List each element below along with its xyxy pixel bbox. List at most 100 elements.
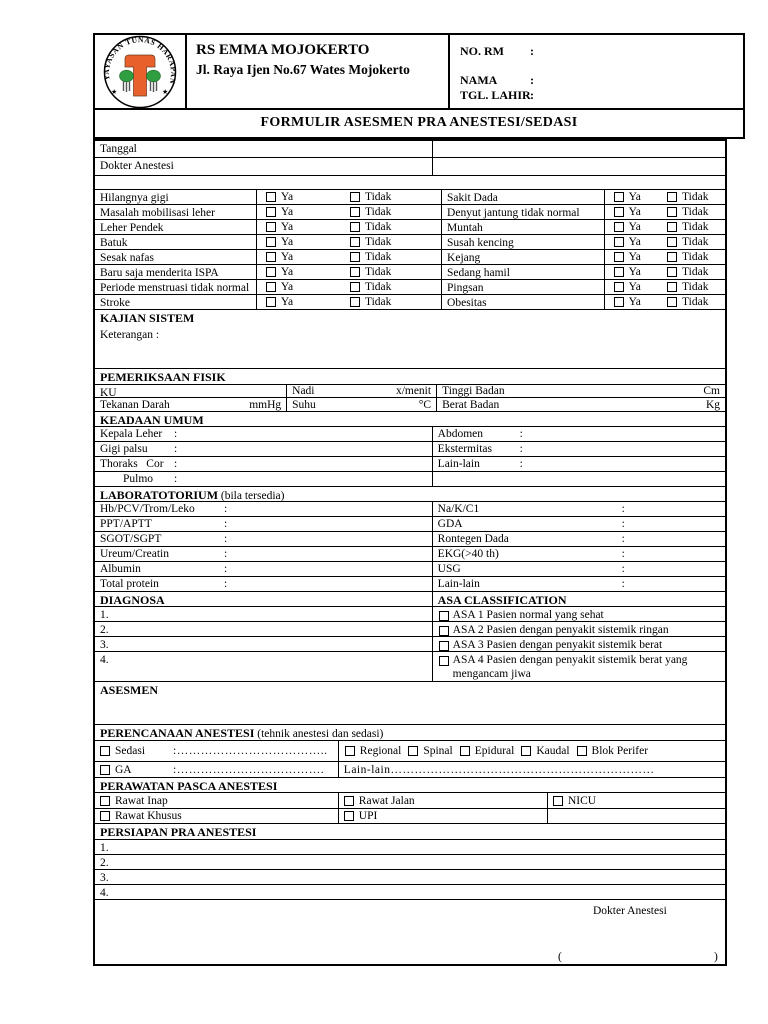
checkbox-icon[interactable] (667, 297, 678, 307)
diagnosa-line-3[interactable]: 3. (95, 637, 433, 651)
spinal-option: Spinal (423, 744, 453, 757)
checkbox-icon[interactable] (667, 192, 678, 202)
tinggi-badan-label: Tinggi Badan (442, 385, 505, 397)
persiapan-line-4[interactable]: 4. (100, 887, 109, 899)
lab-label: USG (437, 563, 461, 575)
persiapan-header: PERSIAPAN PRA ANESTESI (95, 824, 725, 840)
checkbox-icon[interactable] (349, 252, 360, 262)
persiapan-line-1[interactable]: 1. (100, 842, 109, 854)
checkbox-icon[interactable] (265, 237, 276, 247)
checkbox-icon[interactable] (613, 267, 624, 277)
diagnosa-line-2[interactable]: 2. (95, 622, 433, 636)
checkbox-icon[interactable] (438, 610, 449, 621)
persiapan-line-2[interactable]: 2. (100, 857, 109, 869)
section-title: LABORATOTORIUM (100, 488, 219, 501)
asa-4-option: ASA 4 Pasien dengan penyakit sistemik be… (452, 654, 688, 681)
checkbox-icon[interactable] (667, 282, 678, 292)
checkbox-icon[interactable] (343, 811, 354, 821)
keadaan-row: Thoraks Cor: Lain-lain: (95, 457, 725, 472)
checkbox-icon[interactable] (438, 625, 449, 636)
checkbox-icon[interactable] (438, 640, 449, 651)
persiapan-line-3[interactable]: 3. (100, 872, 109, 884)
sedasi-dotted-line[interactable]: :……………………………….. (173, 744, 328, 757)
perencanaan-row-2: GA:………………………………. Lain-lain……………………………………… (95, 762, 725, 778)
checkbox-icon[interactable] (552, 795, 563, 806)
nama-label: NAMA (460, 73, 498, 87)
checkbox-icon[interactable] (100, 746, 110, 756)
checkbox-icon[interactable] (613, 252, 624, 262)
keterangan-label: Keterangan : (100, 328, 160, 341)
lain-lain-dotted-line[interactable]: Lain-lain………………………………………………………… (343, 764, 655, 776)
no-rm-field[interactable] (534, 44, 733, 59)
checkbox-icon[interactable] (344, 745, 355, 756)
hospital-identity: RS EMMA MOJOKERTO Jl. Raya Ijen No.67 Wa… (187, 35, 450, 108)
tidak-label: Tidak (682, 206, 709, 218)
pf-row-2: Tekanan Darah mmHg Suhu °C Berat Badan Kg (95, 398, 725, 412)
checkbox-icon[interactable] (349, 222, 360, 232)
colon: : (174, 473, 178, 485)
checkbox-icon[interactable] (613, 222, 624, 232)
colon: : (224, 548, 228, 560)
checkbox-icon[interactable] (100, 811, 110, 821)
asa-3-option: ASA 3 Pasien dengan penyakit sistemik be… (452, 639, 663, 651)
checkbox-icon[interactable] (667, 207, 678, 217)
kaudal-option: Kaudal (536, 744, 570, 757)
tidak-label: Tidak (364, 251, 392, 263)
checkbox-icon[interactable] (667, 222, 678, 232)
checkbox-icon[interactable] (459, 745, 470, 756)
question-label: Periode menstruasi tidak normal (95, 280, 257, 294)
screening-row: Masalah mobilisasi leher Ya Tidak Denyut … (95, 205, 725, 220)
checkbox-icon[interactable] (349, 282, 360, 292)
diagnosa-line-1[interactable]: 1. (95, 607, 433, 621)
checkbox-icon[interactable] (265, 252, 276, 262)
checkbox-icon[interactable] (349, 207, 360, 217)
tidak-label: Tidak (682, 236, 709, 248)
checkbox-icon[interactable] (349, 192, 360, 202)
checkbox-icon[interactable] (343, 795, 354, 806)
logo-tree-left (119, 69, 134, 82)
upi-option: UPI (358, 810, 378, 822)
checkbox-icon[interactable] (667, 252, 678, 262)
tanggal-field[interactable] (433, 141, 725, 157)
checkbox-icon[interactable] (100, 764, 110, 775)
colon: : (621, 548, 625, 560)
keadaan-row: Pulmo: (95, 472, 725, 487)
checkbox-icon[interactable] (265, 192, 276, 202)
checkbox-icon[interactable] (613, 207, 624, 217)
checkbox-icon[interactable] (613, 282, 624, 292)
section-title: PERENCANAAN ANESTESI (100, 726, 255, 740)
checkbox-icon[interactable] (349, 237, 360, 247)
ya-label: Ya (628, 206, 641, 218)
ga-dotted-line[interactable]: :………………………………. (173, 763, 325, 776)
checkbox-icon[interactable] (613, 237, 624, 247)
checkbox-icon[interactable] (100, 795, 110, 806)
diagnosa-line-4[interactable]: 4. (95, 652, 433, 681)
no-rm-line: NO. RM : (460, 44, 733, 59)
checkbox-icon[interactable] (265, 297, 276, 307)
checkbox-icon[interactable] (265, 267, 276, 277)
checkbox-icon[interactable] (521, 745, 532, 756)
empty-cell (548, 809, 725, 823)
checkbox-icon[interactable] (265, 222, 276, 232)
checkbox-icon[interactable] (667, 237, 678, 247)
field-label: Thoraks Cor (100, 458, 164, 470)
screening-row: Leher Pendek Ya Tidak Muntah Ya Tidak (95, 220, 725, 235)
checkbox-icon[interactable] (265, 282, 276, 292)
checkbox-icon[interactable] (349, 297, 360, 307)
checkbox-icon[interactable] (613, 297, 624, 307)
ya-label: Ya (280, 236, 294, 248)
checkbox-icon[interactable] (576, 745, 587, 756)
checkbox-icon[interactable] (349, 267, 360, 277)
tgl-lahir-field[interactable] (534, 88, 733, 103)
checkbox-icon[interactable] (613, 192, 624, 202)
checkbox-icon[interactable] (265, 207, 276, 217)
ya-label: Ya (280, 191, 294, 203)
checkbox-icon[interactable] (438, 655, 449, 666)
dokter-field[interactable] (433, 158, 725, 175)
tinggi-unit: Cm (703, 385, 720, 397)
checkbox-icon[interactable] (408, 745, 419, 756)
diagnosa-row: 2. ASA 2 Pasien dengan penyakit sistemik… (95, 622, 725, 637)
nama-field[interactable] (534, 73, 733, 88)
colon: : (519, 443, 523, 455)
checkbox-icon[interactable] (667, 267, 678, 277)
